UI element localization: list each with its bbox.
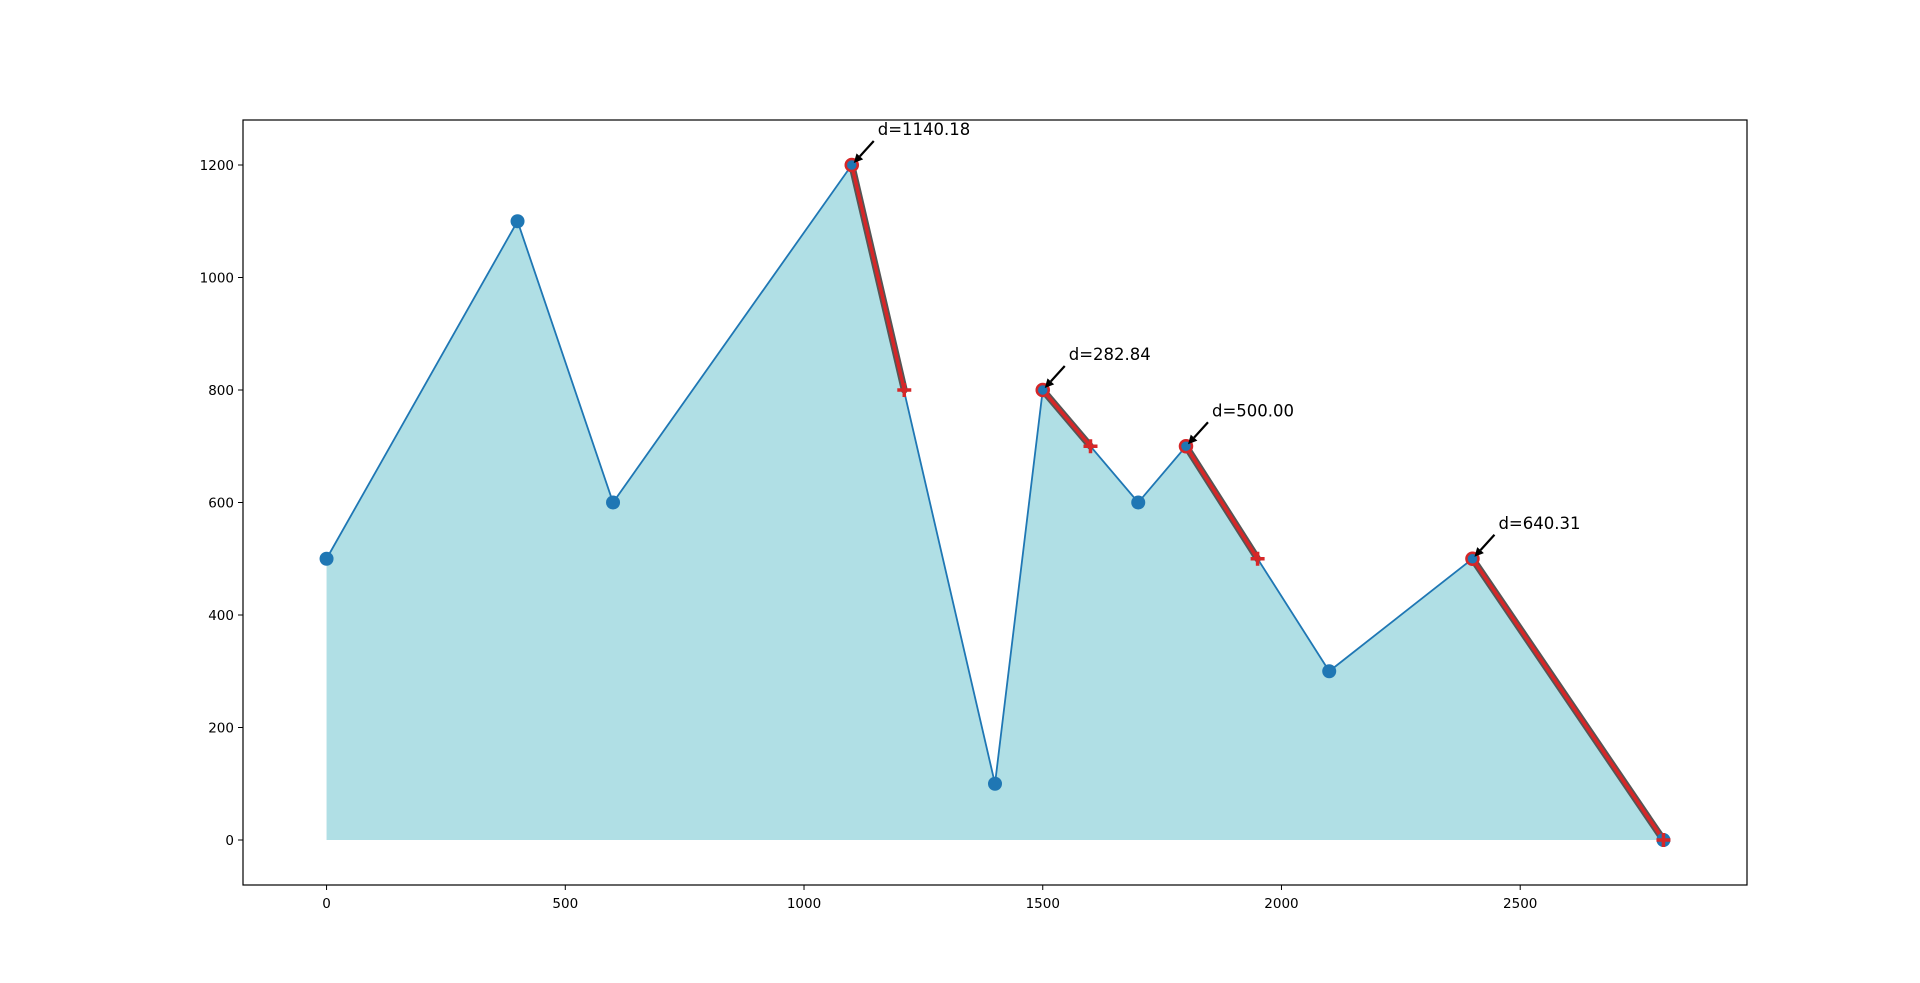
data-point — [510, 214, 525, 229]
segment-end-marker — [1250, 551, 1265, 566]
segment-start-marker — [1178, 439, 1194, 454]
annotation-layer: d=1140.18 d=282.84 d=500.00 d=640.31 — [844, 120, 1671, 847]
x-tick-label: 0 — [322, 896, 331, 912]
y-tick-label: 1200 — [200, 158, 234, 174]
area-fill-layer — [326, 165, 1664, 840]
highlight-layer — [848, 161, 1667, 844]
data-point — [319, 551, 334, 566]
x-tick-label: 2500 — [1503, 896, 1537, 912]
annotation-arrow-head — [1044, 378, 1055, 388]
segment-start-marker — [844, 157, 860, 173]
annotation-label: d=282.84 — [1069, 345, 1151, 364]
x-tick-label: 500 — [552, 896, 578, 912]
y-tick-label: 600 — [208, 496, 234, 512]
segment-start-marker — [1465, 551, 1480, 566]
highlight-segment — [1040, 388, 1093, 448]
highlight-segment — [850, 163, 907, 392]
area-fill — [326, 165, 1664, 840]
segment-end-marker — [1656, 833, 1671, 847]
y-tick-label: 800 — [208, 383, 234, 399]
segment-end-marker — [897, 383, 912, 397]
annotation-arrow-shaft — [859, 140, 875, 158]
y-tick-label: 0 — [225, 833, 234, 849]
data-point — [988, 776, 1002, 791]
data-point — [606, 495, 621, 510]
y-tick-label: 400 — [208, 608, 234, 624]
annotation-arrow-shaft — [1050, 365, 1066, 383]
annotation-arrow-head — [853, 153, 864, 163]
segment-end-marker — [1083, 439, 1098, 454]
x-tick-label: 1500 — [1026, 896, 1060, 912]
y-tick-label: 1000 — [200, 271, 234, 287]
segment-start-marker — [1035, 382, 1050, 398]
annotation-arrow-shaft — [1479, 534, 1496, 551]
data-point — [1131, 495, 1146, 510]
annotation-arrow-shaft — [1193, 421, 1209, 439]
axes-layer: 0 500 1000 1500 2000 2500 0 200 400 600 800 1000 120… — [200, 119, 1748, 912]
annotation-arrow-head — [1187, 434, 1198, 445]
x-tick-label: 2000 — [1264, 896, 1298, 912]
annotation-arrow-head — [1474, 547, 1484, 557]
x-tick-label: 1000 — [787, 896, 821, 912]
highlight-segment — [1184, 444, 1260, 561]
data-point — [1322, 664, 1337, 679]
annotation-label: d=1140.18 — [878, 120, 971, 139]
highlight-segment — [1470, 557, 1666, 842]
annotation-label: d=640.31 — [1498, 514, 1580, 533]
y-tick-label: 200 — [208, 721, 234, 737]
annotation-label: d=500.00 — [1212, 401, 1294, 420]
